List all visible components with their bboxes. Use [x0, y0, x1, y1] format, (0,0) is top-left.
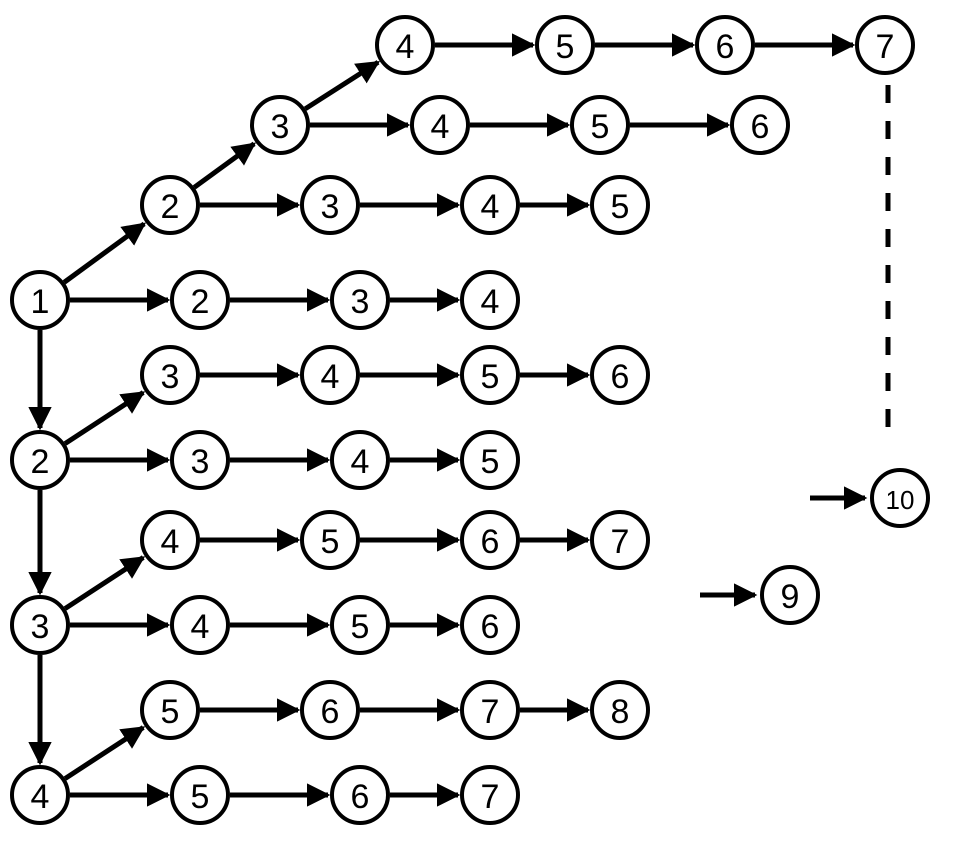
node: 4 — [12, 767, 68, 823]
node: 3 — [172, 432, 228, 488]
node: 4 — [462, 272, 518, 328]
node-label: 4 — [431, 108, 450, 146]
node: 5 — [142, 682, 198, 738]
node-label: 7 — [481, 778, 500, 816]
node-label: 5 — [321, 523, 340, 561]
edge — [194, 144, 254, 188]
node: 4 — [377, 17, 433, 73]
edge — [65, 558, 143, 609]
node: 4 — [172, 597, 228, 653]
node: 1 — [12, 272, 68, 328]
node: 4 — [462, 177, 518, 233]
node-label: 4 — [481, 188, 500, 226]
node-label: 2 — [191, 283, 210, 321]
node-label: 5 — [556, 28, 575, 66]
node: 6 — [332, 767, 388, 823]
node-label: 3 — [351, 283, 370, 321]
node: 6 — [697, 17, 753, 73]
node: 5 — [592, 177, 648, 233]
node: 10 — [872, 470, 928, 526]
node-label: 5 — [161, 693, 180, 731]
node: 6 — [462, 512, 518, 568]
node: 5 — [462, 432, 518, 488]
node: 5 — [302, 512, 358, 568]
node-label: 4 — [351, 443, 370, 481]
node-label: 4 — [321, 358, 340, 396]
edge — [64, 224, 144, 282]
node: 5 — [172, 767, 228, 823]
node-label: 3 — [321, 188, 340, 226]
node-label: 7 — [481, 693, 500, 731]
node-label: 4 — [191, 608, 210, 646]
node: 2 — [172, 272, 228, 328]
node-label: 6 — [321, 693, 340, 731]
node-label: 2 — [31, 443, 50, 481]
node-label: 4 — [481, 283, 500, 321]
node-label: 9 — [781, 578, 800, 616]
edge — [305, 62, 378, 109]
node-label: 3 — [191, 443, 210, 481]
node: 3 — [252, 97, 308, 153]
node: 7 — [592, 512, 648, 568]
node: 4 — [142, 512, 198, 568]
node: 3 — [302, 177, 358, 233]
node: 5 — [462, 347, 518, 403]
node: 8 — [592, 682, 648, 738]
node-label: 6 — [481, 523, 500, 561]
diagram: 4567345623451234345623454567345656784567… — [0, 0, 966, 848]
node-label: 5 — [481, 358, 500, 396]
node-label: 5 — [351, 608, 370, 646]
node: 9 — [762, 567, 818, 623]
nodes: 4567345623451234345623454567345656784567… — [12, 17, 928, 823]
node: 5 — [572, 97, 628, 153]
node-label: 6 — [751, 108, 770, 146]
node-label: 6 — [611, 358, 630, 396]
node: 2 — [12, 432, 68, 488]
node: 7 — [462, 682, 518, 738]
node: 3 — [12, 597, 68, 653]
node-label: 7 — [876, 28, 895, 66]
node: 6 — [302, 682, 358, 738]
node: 2 — [142, 177, 198, 233]
node-label: 3 — [31, 608, 50, 646]
node: 7 — [857, 17, 913, 73]
node-label: 5 — [481, 443, 500, 481]
node-label: 4 — [161, 523, 180, 561]
node-label: 4 — [396, 28, 415, 66]
node-label: 3 — [161, 358, 180, 396]
node-label: 8 — [611, 693, 630, 731]
node-label: 2 — [161, 188, 180, 226]
node-label: 6 — [481, 608, 500, 646]
node-label: 3 — [271, 108, 290, 146]
node: 3 — [332, 272, 388, 328]
node-label: 6 — [351, 778, 370, 816]
node-label: 5 — [611, 188, 630, 226]
node: 7 — [462, 767, 518, 823]
node: 5 — [537, 17, 593, 73]
node-label: 7 — [611, 523, 630, 561]
node: 4 — [412, 97, 468, 153]
node: 4 — [332, 432, 388, 488]
node-label: 5 — [191, 778, 210, 816]
node: 5 — [332, 597, 388, 653]
node: 3 — [142, 347, 198, 403]
node-label: 5 — [591, 108, 610, 146]
edge — [65, 728, 143, 779]
node-label: 1 — [31, 283, 50, 321]
node-label: 4 — [31, 778, 50, 816]
node-label: 10 — [886, 485, 915, 515]
node: 6 — [462, 597, 518, 653]
node-label: 6 — [716, 28, 735, 66]
edge — [65, 393, 143, 444]
node: 6 — [592, 347, 648, 403]
node: 4 — [302, 347, 358, 403]
node: 6 — [732, 97, 788, 153]
